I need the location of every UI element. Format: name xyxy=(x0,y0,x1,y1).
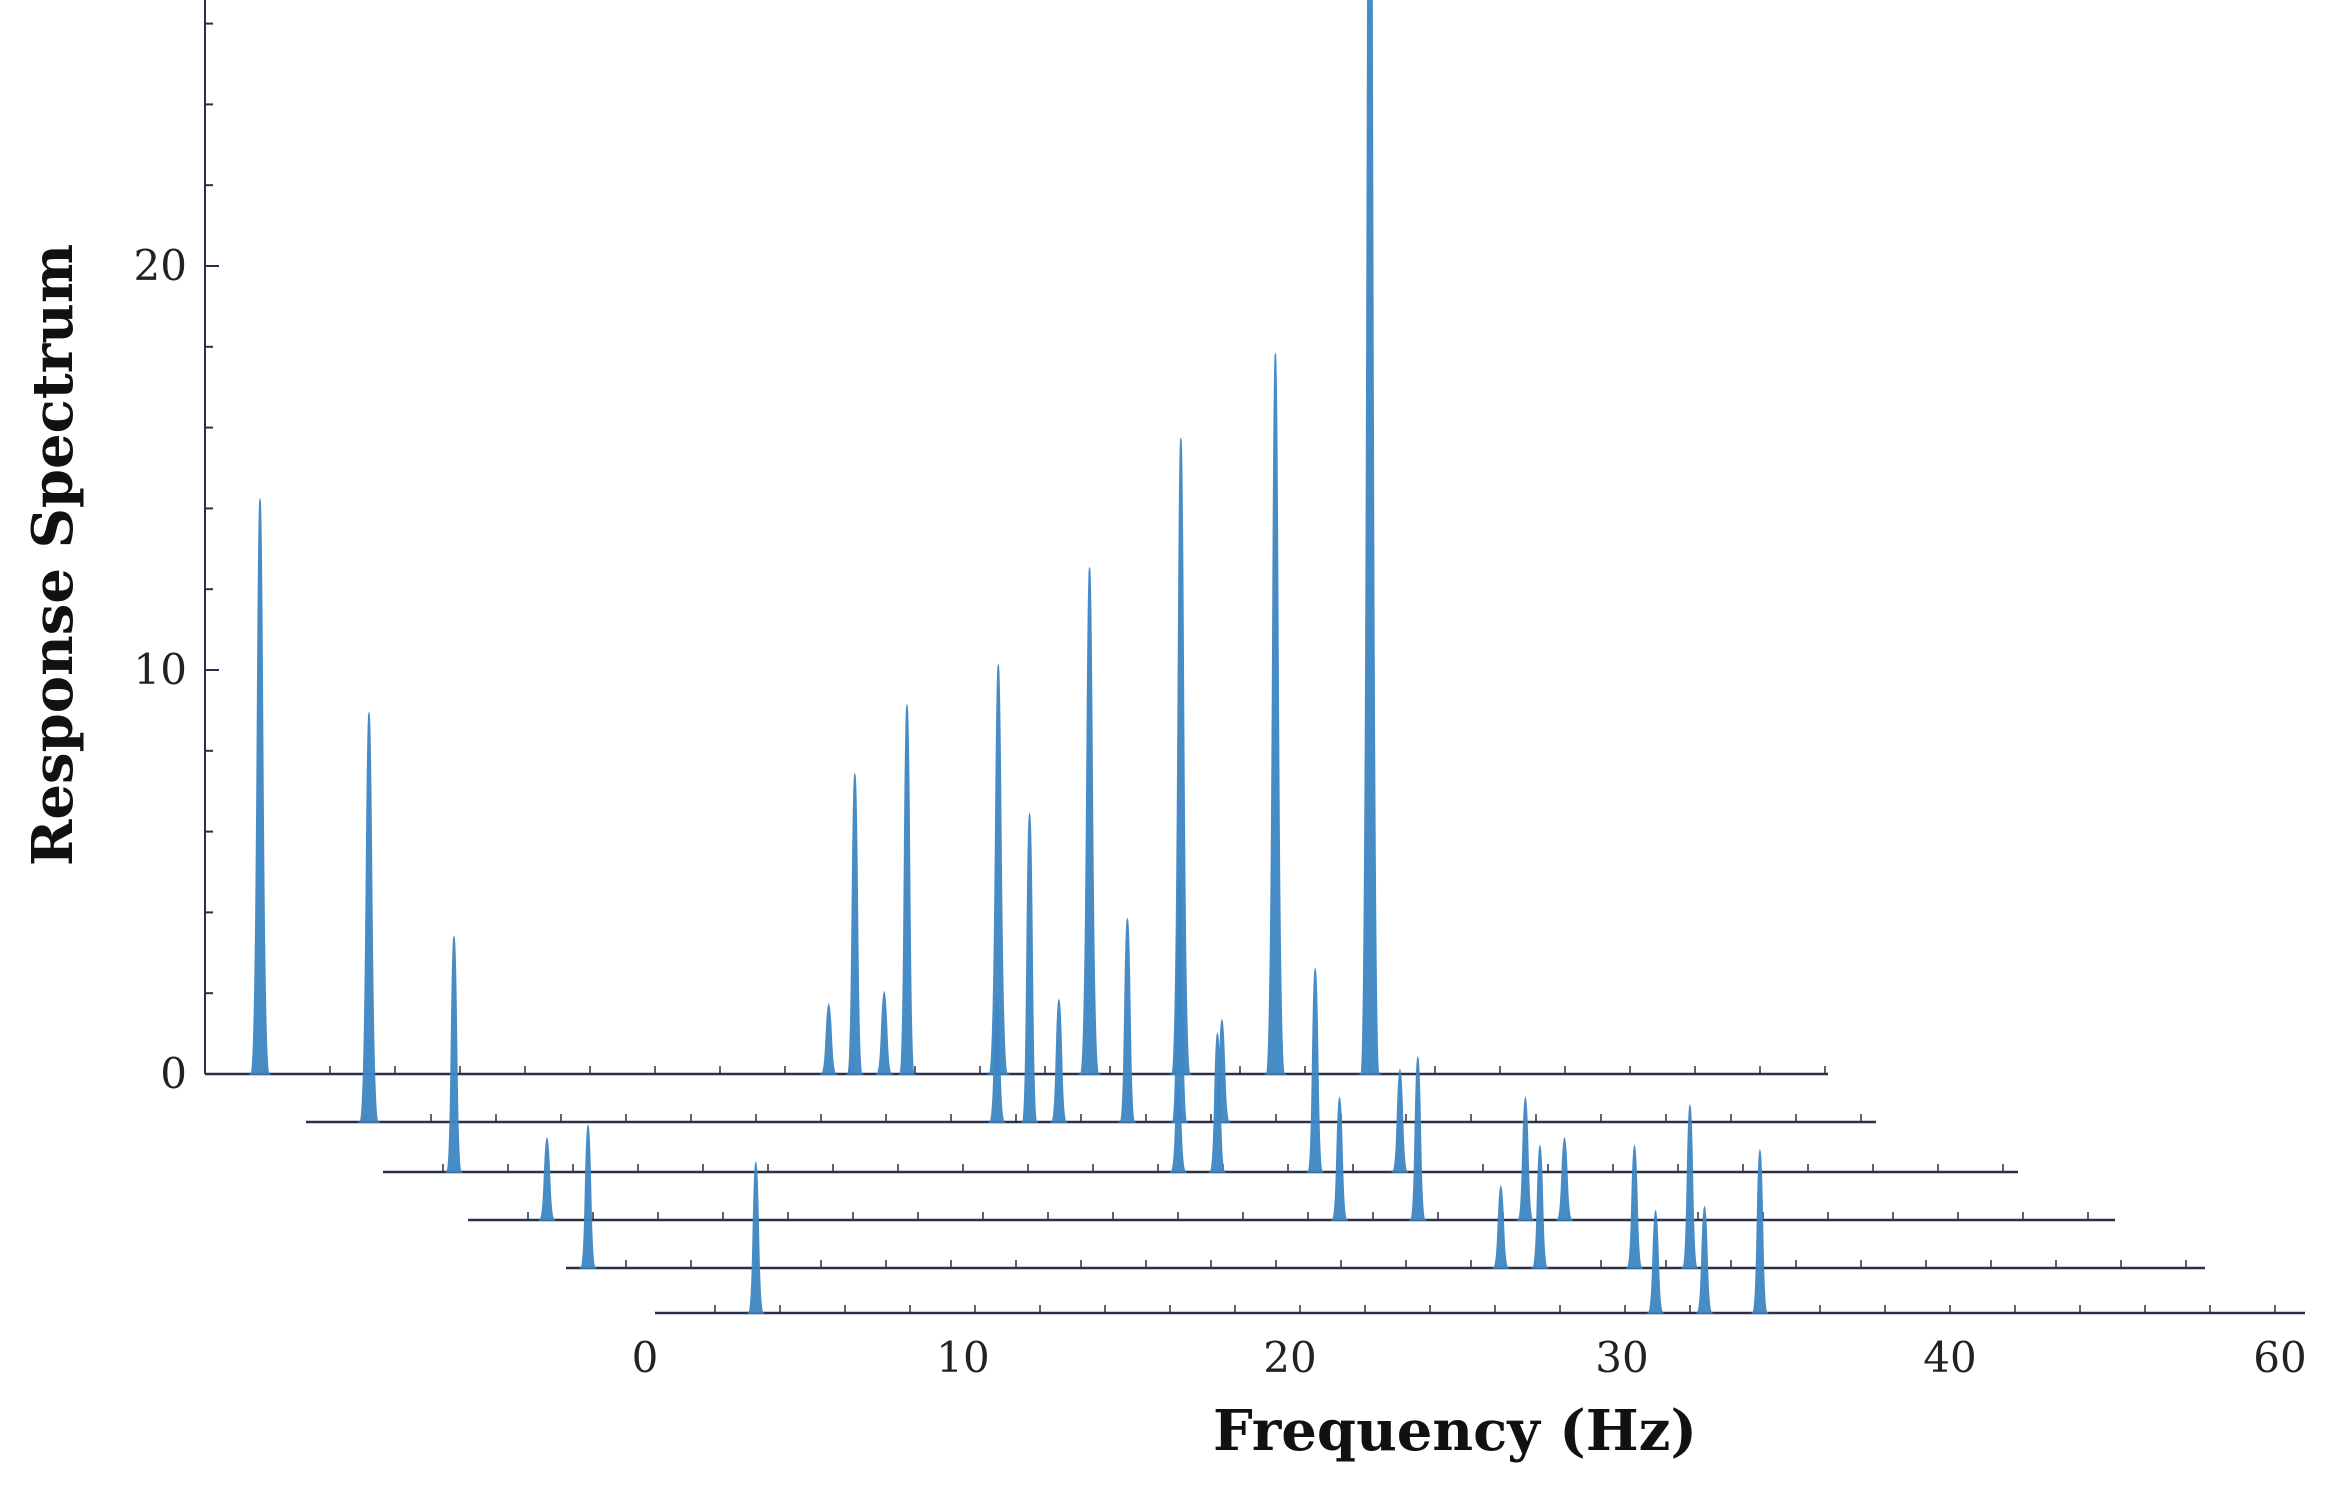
spectrum-peak xyxy=(987,998,1007,1123)
spectrum-peak xyxy=(1169,436,1193,1075)
x-tick-label: 20 xyxy=(1263,1333,1316,1382)
spectrum-baselines xyxy=(205,1066,2305,1315)
spectrum-peak xyxy=(1750,1148,1769,1314)
spectrum-peak xyxy=(1263,352,1287,1075)
y-tick-label: 10 xyxy=(134,645,187,694)
spectrum-peak xyxy=(1530,1144,1550,1269)
spectrum-peak xyxy=(819,1002,838,1075)
spectrum-peak xyxy=(248,497,272,1075)
x-axis-tick-labels: 0 10 20 30 40 60 xyxy=(632,1333,2307,1382)
spectrum-peak xyxy=(537,1136,557,1221)
spectrum-peak xyxy=(875,990,894,1075)
spectrum-peak xyxy=(1170,876,1189,1123)
x-tick-label: 60 xyxy=(2253,1333,2306,1382)
spectrum-peak xyxy=(746,1160,765,1314)
spectrum-peak xyxy=(1555,1136,1574,1221)
spectrum-peak xyxy=(1330,1096,1349,1221)
spectrum-peak xyxy=(986,663,1010,1075)
y-tick-label: 0 xyxy=(160,1049,187,1098)
spectrum-peaks xyxy=(248,0,1769,1314)
spectrum-peak xyxy=(1491,1184,1510,1269)
x-tick-label: 10 xyxy=(936,1333,989,1382)
spectrum-peak xyxy=(1049,998,1069,1123)
y-axis-title: Response Spectrum xyxy=(20,244,86,866)
x-axis-title: Frequency (Hz) xyxy=(1213,1398,1697,1464)
spectrum-peak xyxy=(1680,1103,1699,1269)
x-tick-label: 40 xyxy=(1923,1333,1976,1382)
spectrum-peak xyxy=(1625,1144,1644,1269)
spectrum-peak xyxy=(1646,1209,1665,1314)
spectrum-peak xyxy=(1208,1031,1227,1173)
y-tick-label: 20 xyxy=(134,241,187,290)
spectrum-peak xyxy=(1306,967,1325,1173)
spectrum-peak xyxy=(1078,566,1102,1075)
y-axis: 01020304050 xyxy=(134,0,219,1098)
spectrum-peak xyxy=(357,711,381,1123)
spectrum-peak xyxy=(1020,812,1039,1123)
spectrum-peak xyxy=(1118,917,1137,1123)
spectrum-peak xyxy=(444,935,464,1173)
spectrum-peak xyxy=(845,772,864,1075)
spectrum-peak xyxy=(578,1123,598,1269)
spectrum-peak xyxy=(1358,0,1382,1075)
x-tick-label: 30 xyxy=(1595,1333,1648,1382)
x-tick-label: 0 xyxy=(632,1333,659,1382)
spectrum-peak xyxy=(1390,1068,1410,1173)
spectrum-peak xyxy=(1516,1096,1535,1221)
spectrum-peak xyxy=(1695,1205,1714,1314)
spectrum-peak xyxy=(1169,1080,1188,1173)
spectrum-peak xyxy=(897,703,917,1075)
spectrum-peak xyxy=(1408,1055,1427,1221)
